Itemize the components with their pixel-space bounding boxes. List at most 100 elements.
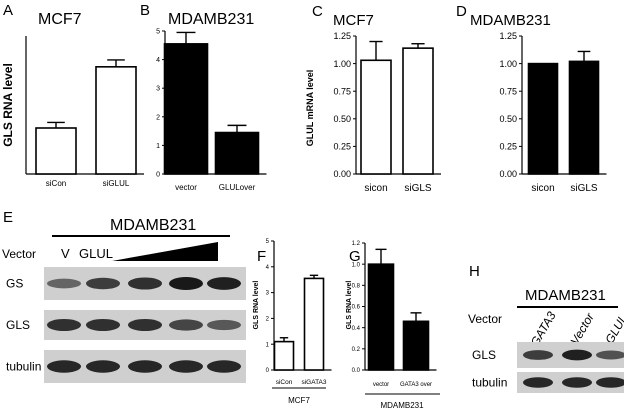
band-e-gls (47, 318, 81, 332)
y-axis-label-g: GLS RNA level (346, 281, 353, 330)
y-tick-label-c: 0.75 (333, 86, 351, 96)
y-tick-label-c: 0.25 (333, 142, 351, 152)
y-tick-label-g: 0.6 (352, 305, 361, 311)
lane-label-h-vector: Vector (568, 310, 598, 348)
y-tick-label-g: 0.4 (352, 326, 361, 332)
lane-label-glul: GLUL (79, 246, 113, 261)
band-e-gs (128, 277, 162, 290)
category-label-d: sicon (531, 183, 554, 194)
band-h-tubulin (562, 377, 592, 388)
band-e-tubulin (128, 360, 162, 373)
y-tick-label-f: 0 (266, 368, 270, 374)
y-tick-label-g: 1.2 (352, 241, 361, 247)
category-label-a: siCon (46, 179, 66, 188)
band-h-gls (596, 350, 624, 360)
chart-title-c: MCF7 (333, 12, 374, 29)
band-e-gs (207, 277, 241, 290)
row-label-e-tubulin: tubulin (6, 360, 41, 374)
panel-letter-h: H (469, 263, 480, 280)
category-label-b: GLULover (219, 183, 256, 192)
y-tick-label-b: 5 (156, 28, 160, 35)
band-h-gls (523, 350, 553, 360)
band-e-gls (86, 318, 120, 332)
y-tick-label-f: 4 (266, 265, 270, 271)
band-e-tubulin (169, 360, 203, 373)
bar-f (273, 340, 295, 371)
bar-c (402, 47, 434, 175)
chart-title-b: MDAMB231 (168, 11, 254, 28)
bar-g (367, 263, 395, 371)
band-e-gs (169, 277, 203, 290)
y-tick-label-d: 1.25 (499, 31, 517, 41)
y-tick-label-f: 2 (266, 317, 270, 323)
y-tick-label-f: 1 (266, 342, 270, 348)
category-label-g: GATA3 over (400, 382, 432, 388)
bar-d (568, 60, 600, 175)
row-label-h-gls: GLS (472, 348, 496, 362)
y-tick-label-d: 0.25 (499, 142, 517, 152)
bar-a (95, 66, 137, 175)
y-tick-label-g: 0.8 (352, 283, 361, 289)
chart-title-d: MDAMB231 (470, 12, 551, 29)
panel-letter-a: A (3, 2, 13, 19)
bar-d (527, 62, 559, 175)
category-label-g: vector (373, 382, 389, 388)
y-tick-label-g: 0.2 (352, 347, 361, 353)
bar-b (214, 131, 260, 175)
lane-label-h-glul: GLUL (602, 312, 624, 346)
y-tick-label-b: 4 (156, 57, 160, 64)
category-label-f: siGATA3 (301, 379, 326, 386)
y-tick-label-g: 1.0 (352, 262, 361, 268)
y-tick-label-c: 1.25 (333, 31, 351, 41)
y-tick-label-b: 1 (156, 143, 160, 150)
panel-letter-g: G (349, 248, 361, 265)
band-e-tubulin (47, 360, 81, 373)
y-tick-label-c: 0.50 (333, 114, 351, 124)
row-label-e-gls: GLS (6, 318, 30, 332)
row-label-h-tubulin: tubulin (472, 376, 507, 390)
y-tick-label-c: 0.00 (333, 169, 351, 179)
bar-b (163, 43, 209, 175)
y-tick-label-d: 1.00 (499, 59, 517, 69)
y-tick-label-b: 3 (156, 86, 160, 93)
bar-a (35, 127, 77, 175)
band-h-gls (562, 349, 592, 361)
y-tick-label-b: 2 (156, 114, 160, 121)
group-label-g: MDAMB231 (380, 401, 424, 410)
category-label-b: vector (175, 183, 197, 192)
band-e-gls (169, 319, 203, 331)
y-tick-label-d: 0.50 (499, 114, 517, 124)
category-label-f: siCon (276, 379, 293, 386)
panel-letter-e: E (3, 209, 13, 226)
band-e-gs (47, 278, 81, 289)
band-e-gls (207, 319, 241, 331)
band-e-tubulin (207, 360, 241, 373)
band-e-tubulin (86, 360, 120, 373)
category-label-c: siGLS (404, 183, 432, 194)
category-label-c: sicon (364, 183, 387, 194)
bar-f (303, 277, 325, 371)
y-tick-label-f: 5 (266, 239, 270, 245)
blot-title-h: MDAMB231 (525, 287, 606, 304)
y-tick-label-b: 0 (156, 171, 160, 178)
bar-c (360, 59, 392, 175)
panel-letter-d: D (456, 3, 467, 20)
y-axis-label-a: GLS RNA level (1, 63, 15, 147)
panel-letter-b: B (140, 2, 150, 19)
band-h-tubulin (523, 377, 553, 388)
vector-label-e: Vector (2, 247, 36, 261)
y-tick-label-g: 0.0 (352, 368, 361, 374)
bar-g (402, 320, 430, 371)
chart-title-a: MCF7 (38, 11, 82, 28)
panel-letter-c: C (312, 3, 323, 20)
vector-label-h: Vector (468, 312, 502, 326)
dose-gradient-triangle (112, 242, 218, 261)
band-e-gs (86, 277, 120, 290)
y-tick-label-c: 1.00 (333, 59, 351, 69)
lane-label-v: V (61, 246, 70, 261)
row-label-e-gs: GS (6, 277, 23, 291)
category-label-a: siGLUL (103, 179, 130, 188)
y-tick-label-d: 0.75 (499, 86, 517, 96)
group-label-f: MCF7 (288, 396, 310, 405)
